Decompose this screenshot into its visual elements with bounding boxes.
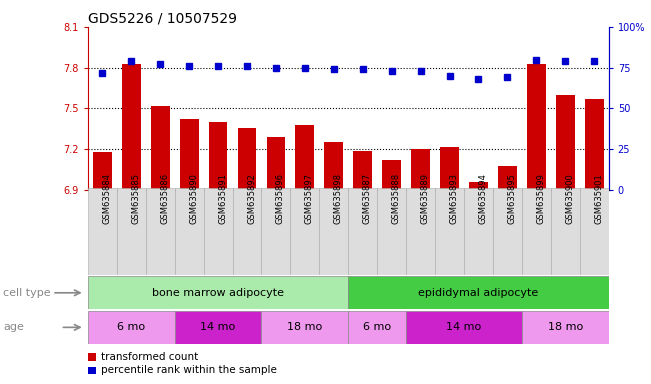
Bar — [151, 106, 170, 190]
Bar — [238, 127, 256, 190]
Text: GSM635894: GSM635894 — [478, 173, 488, 224]
Text: GSM635885: GSM635885 — [132, 173, 140, 224]
Bar — [146, 188, 174, 275]
Bar — [117, 188, 146, 275]
Bar — [266, 137, 285, 190]
Text: GSM635896: GSM635896 — [276, 173, 285, 224]
Text: bone marrow adipocyte: bone marrow adipocyte — [152, 288, 284, 298]
Text: 18 mo: 18 mo — [547, 322, 583, 333]
Bar — [88, 276, 348, 309]
Bar — [296, 125, 314, 190]
Bar — [290, 188, 320, 275]
Text: GSM635897: GSM635897 — [305, 173, 314, 224]
Bar — [435, 188, 464, 275]
Text: 14 mo: 14 mo — [201, 322, 236, 333]
Bar — [180, 119, 199, 190]
Bar — [406, 311, 522, 344]
Text: 6 mo: 6 mo — [117, 322, 145, 333]
Bar — [348, 276, 609, 309]
Bar — [551, 188, 580, 275]
Text: epididymal adipocyte: epididymal adipocyte — [419, 288, 538, 298]
Bar — [320, 188, 348, 275]
Bar — [88, 188, 117, 275]
Text: GSM635899: GSM635899 — [536, 173, 546, 224]
Text: GSM635884: GSM635884 — [102, 173, 111, 224]
Text: 18 mo: 18 mo — [287, 322, 322, 333]
Bar — [464, 188, 493, 275]
Text: GSM635890: GSM635890 — [189, 173, 198, 224]
Bar — [348, 311, 406, 344]
Bar — [353, 151, 372, 190]
Bar — [377, 188, 406, 275]
Bar — [122, 64, 141, 190]
Bar — [88, 311, 174, 344]
Bar — [556, 95, 575, 190]
Bar — [88, 367, 96, 374]
Bar — [406, 188, 435, 275]
Text: GSM635889: GSM635889 — [421, 173, 430, 224]
Text: 14 mo: 14 mo — [447, 322, 482, 333]
Bar — [324, 142, 343, 190]
Text: GSM635887: GSM635887 — [363, 173, 372, 224]
Bar — [498, 166, 517, 190]
Text: GSM635900: GSM635900 — [565, 173, 574, 224]
Bar — [440, 147, 459, 190]
Text: GSM635893: GSM635893 — [450, 173, 458, 224]
Text: age: age — [3, 322, 24, 333]
Text: GSM635892: GSM635892 — [247, 173, 256, 224]
Bar — [411, 149, 430, 190]
Bar — [527, 64, 546, 190]
Text: percentile rank within the sample: percentile rank within the sample — [101, 366, 277, 376]
Bar — [580, 188, 609, 275]
Text: GSM635898: GSM635898 — [334, 173, 343, 224]
Bar — [204, 188, 232, 275]
Bar — [232, 188, 262, 275]
Text: GSM635891: GSM635891 — [218, 173, 227, 224]
Bar — [522, 311, 609, 344]
Text: GSM635895: GSM635895 — [507, 173, 516, 224]
Bar — [382, 160, 401, 190]
Text: transformed count: transformed count — [101, 352, 198, 362]
Text: cell type: cell type — [3, 288, 51, 298]
Text: GSM635901: GSM635901 — [594, 173, 603, 224]
Text: 6 mo: 6 mo — [363, 322, 391, 333]
Bar — [585, 99, 603, 190]
Text: GDS5226 / 10507529: GDS5226 / 10507529 — [88, 12, 237, 25]
Bar — [174, 311, 262, 344]
Bar — [262, 311, 348, 344]
Bar — [209, 122, 227, 190]
Bar — [493, 188, 522, 275]
Bar — [93, 152, 112, 190]
Bar — [88, 353, 96, 361]
Bar — [469, 182, 488, 190]
Text: GSM635886: GSM635886 — [160, 173, 169, 224]
Bar — [348, 188, 377, 275]
Text: GSM635888: GSM635888 — [392, 173, 400, 224]
Bar — [522, 188, 551, 275]
Bar — [262, 188, 290, 275]
Bar — [174, 188, 204, 275]
